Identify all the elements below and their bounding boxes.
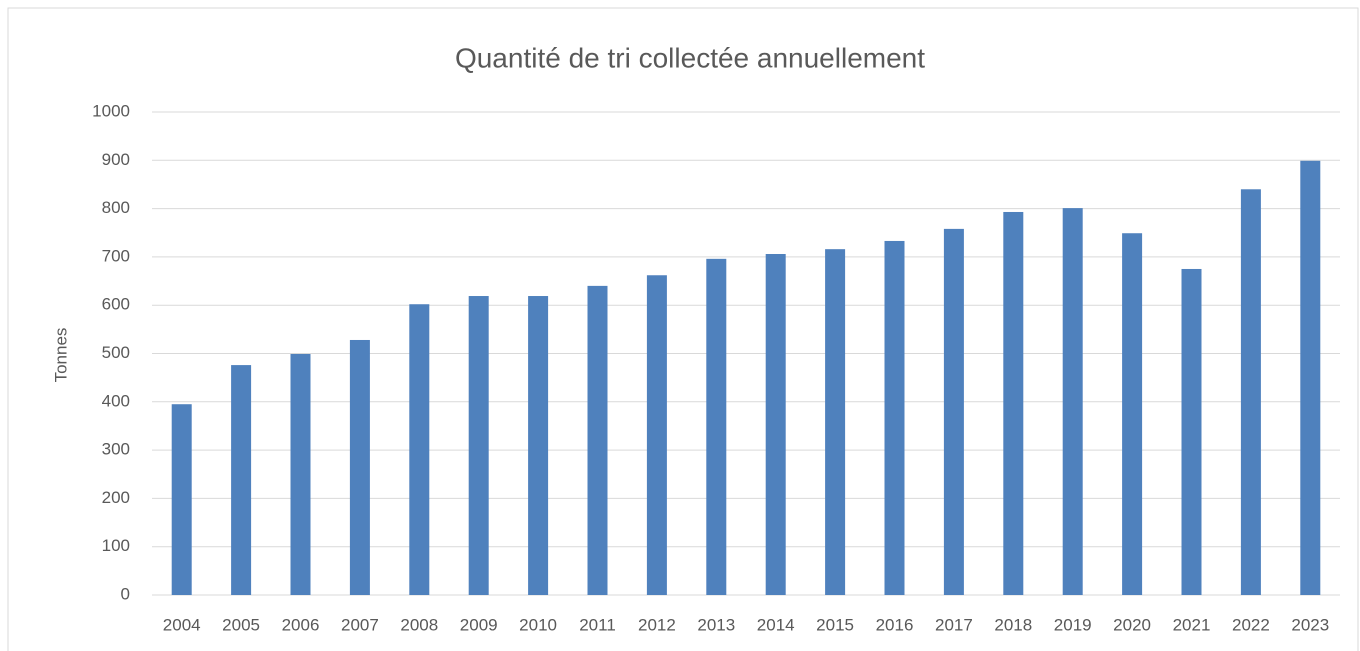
bar bbox=[765, 254, 786, 595]
y-tick-label: 600 bbox=[102, 295, 130, 314]
x-tick-label: 2023 bbox=[1291, 615, 1329, 634]
x-tick-label: 2009 bbox=[460, 615, 498, 634]
y-tick-label: 100 bbox=[102, 536, 130, 555]
bar bbox=[943, 228, 964, 596]
bar bbox=[1122, 233, 1143, 595]
x-tick-label: 2005 bbox=[222, 615, 260, 634]
x-tick-label: 2011 bbox=[579, 615, 616, 634]
y-tick-label: 700 bbox=[102, 246, 130, 265]
bar bbox=[231, 365, 252, 595]
x-tick-label: 2018 bbox=[994, 615, 1032, 634]
y-tick-label: 300 bbox=[102, 440, 130, 459]
x-tick-label: 2006 bbox=[282, 615, 320, 634]
x-tick-label: 2007 bbox=[341, 615, 379, 634]
x-tick-label: 2017 bbox=[935, 615, 973, 634]
y-axis-label: Tonnes bbox=[51, 328, 70, 383]
bar bbox=[171, 404, 192, 595]
bar bbox=[706, 258, 727, 595]
bar bbox=[646, 275, 667, 595]
bar bbox=[1003, 211, 1024, 595]
x-tick-label: 2022 bbox=[1232, 615, 1270, 634]
bar bbox=[290, 353, 311, 595]
x-tick-label: 2014 bbox=[757, 615, 795, 634]
chart-title: Quantité de tri collectée annuellement bbox=[455, 42, 925, 73]
x-tick-label: 2020 bbox=[1113, 615, 1151, 634]
x-tick-label: 2015 bbox=[816, 615, 854, 634]
x-tick-label: 2013 bbox=[697, 615, 735, 634]
bar bbox=[1062, 208, 1083, 595]
x-tick-label: 2019 bbox=[1054, 615, 1092, 634]
y-tick-label: 200 bbox=[102, 488, 130, 507]
y-tick-label: 1000 bbox=[92, 101, 130, 120]
bar bbox=[884, 240, 905, 595]
x-tick-label: 2004 bbox=[163, 615, 201, 634]
bar bbox=[1240, 189, 1261, 595]
y-tick-label: 500 bbox=[102, 343, 130, 362]
x-tick-label: 2021 bbox=[1173, 615, 1211, 634]
y-tick-label: 800 bbox=[102, 198, 130, 217]
y-tick-label: 900 bbox=[102, 150, 130, 169]
chart-border bbox=[7, 7, 1359, 651]
bar bbox=[349, 339, 370, 595]
bar bbox=[587, 285, 608, 595]
bar bbox=[468, 296, 489, 595]
x-tick-label: 2012 bbox=[638, 615, 676, 634]
x-tick-label: 2010 bbox=[519, 615, 557, 634]
bar bbox=[1181, 268, 1202, 595]
y-tick-label: 0 bbox=[121, 584, 130, 603]
bar bbox=[825, 249, 846, 595]
bar bbox=[1300, 160, 1321, 595]
y-tick-label: 400 bbox=[102, 391, 130, 410]
bar bbox=[409, 304, 430, 595]
x-tick-label: 2008 bbox=[400, 615, 438, 634]
bar bbox=[528, 296, 549, 595]
x-tick-label: 2016 bbox=[876, 615, 914, 634]
